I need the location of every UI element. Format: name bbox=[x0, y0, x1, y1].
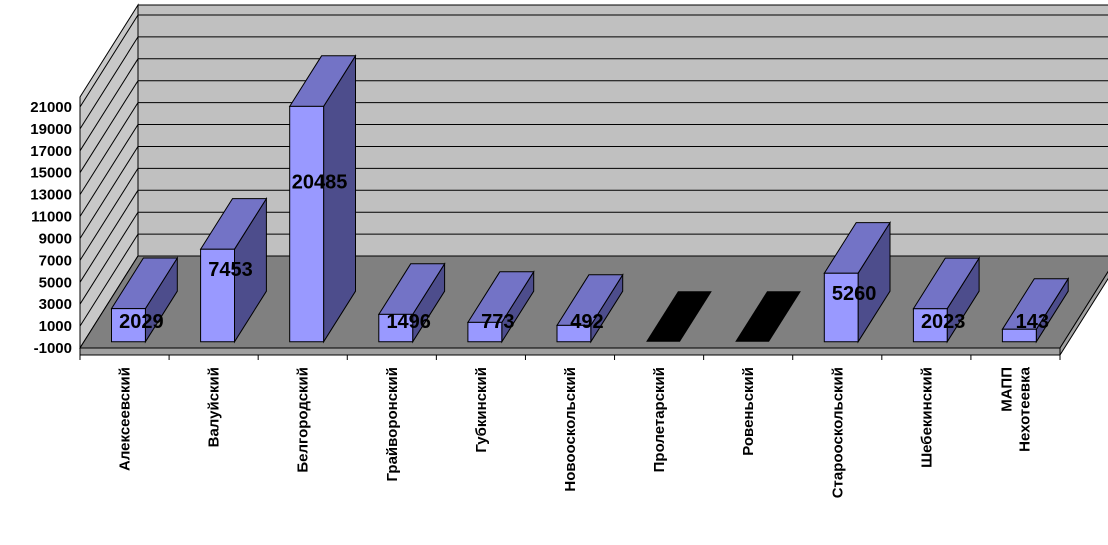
y-tick-label: 17000 bbox=[30, 143, 72, 160]
bar bbox=[556, 324, 592, 343]
data-label: 7453 bbox=[208, 259, 253, 281]
gridline bbox=[79, 14, 1108, 108]
gridline bbox=[79, 80, 1108, 173]
y-tick-label: 3000 bbox=[39, 296, 72, 313]
bar bbox=[111, 308, 146, 343]
bar bbox=[1001, 328, 1037, 343]
gridline bbox=[79, 124, 1108, 217]
y-tick-label: 1000 bbox=[39, 318, 72, 335]
empty-bar-marker bbox=[646, 291, 712, 342]
data-label: 773 bbox=[481, 311, 514, 333]
y-tick-label: -1000 bbox=[34, 340, 72, 357]
x-tick-label: Старооскольский bbox=[829, 367, 846, 498]
gridline bbox=[79, 36, 1108, 130]
gridline bbox=[79, 102, 1108, 195]
bars bbox=[110, 54, 1070, 344]
gridline bbox=[79, 211, 1108, 305]
x-tick-label: Губкинский bbox=[473, 367, 490, 453]
x-tick-label: Алексеевский bbox=[117, 367, 134, 471]
x-tick-label: Нехотеевка bbox=[1017, 366, 1034, 451]
bar bbox=[467, 321, 503, 343]
y-tick-label: 13000 bbox=[30, 187, 72, 204]
gridline bbox=[79, 167, 1108, 261]
y-tick-label: 9000 bbox=[39, 230, 72, 247]
y-tick-label: 11000 bbox=[31, 209, 72, 226]
y-tick-label: 5000 bbox=[39, 274, 72, 291]
gridline bbox=[79, 146, 1108, 239]
chart-walls bbox=[79, 3, 1108, 350]
y-tick-label: 19000 bbox=[30, 121, 72, 138]
x-tick-label: Белгородский bbox=[295, 367, 312, 473]
gridline bbox=[79, 189, 1108, 283]
bar bbox=[378, 313, 414, 343]
data-label: 2029 bbox=[119, 311, 164, 333]
x-tick-label: МАПП bbox=[999, 367, 1016, 412]
floor-front bbox=[79, 347, 1061, 356]
back-wall bbox=[137, 4, 1108, 257]
data-label: 1496 bbox=[386, 311, 431, 333]
data-labels: 2029 7453 20485 1496 773 492 5260 2023 143 bbox=[119, 171, 1049, 333]
data-label: 5260 bbox=[832, 283, 877, 305]
y-axis-tick-labels: 21000 19000 17000 15000 13000 11000 9000 7000 50… bbox=[30, 99, 72, 357]
y-tick-label: 15000 bbox=[30, 165, 72, 182]
x-tick-label: Новооскольский bbox=[562, 367, 579, 492]
x-tick-label: Шебекинский bbox=[918, 367, 935, 468]
x-tick-label: Ровеньский bbox=[740, 367, 757, 456]
data-label: 2023 bbox=[921, 311, 966, 333]
x-axis-tick-labels: Алексеевский Валуйский Белгородский Грайвор… bbox=[117, 366, 1034, 498]
empty-bar-marker bbox=[735, 291, 801, 342]
data-label: 492 bbox=[570, 311, 603, 333]
floor-side bbox=[1059, 270, 1108, 357]
gridline bbox=[79, 58, 1108, 152]
bar bbox=[912, 308, 948, 343]
y-tick-label: 7000 bbox=[39, 252, 72, 269]
bar bbox=[200, 248, 235, 343]
gridline bbox=[79, 233, 1108, 327]
x-tick-label: Валуйский bbox=[206, 367, 223, 447]
x-tick-label: Пролетарский bbox=[651, 367, 668, 472]
bar bbox=[289, 105, 325, 343]
bar bbox=[823, 272, 859, 343]
data-label: 20485 bbox=[292, 171, 348, 193]
data-label: 143 bbox=[1016, 311, 1049, 333]
x-tick-label: Грайворонский bbox=[384, 367, 401, 482]
y-tick-label: 21000 bbox=[30, 99, 72, 116]
